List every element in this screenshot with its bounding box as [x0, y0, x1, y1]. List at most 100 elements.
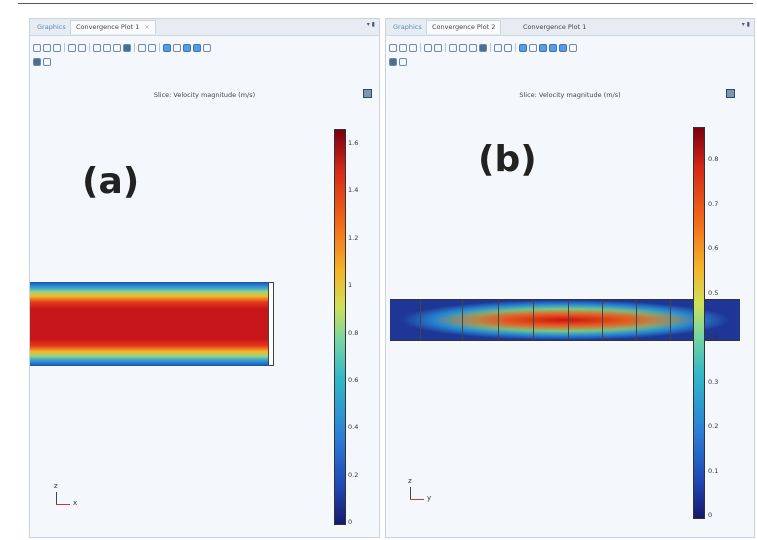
- transparency-icon[interactable]: [529, 43, 537, 52]
- zoom-extents-icon[interactable]: [424, 43, 432, 52]
- color-legend-tick: 0.4: [708, 333, 719, 341]
- axis-line-z: [410, 487, 411, 499]
- window-controls[interactable]: ▾ ▮: [366, 21, 375, 28]
- select-icon[interactable]: [519, 43, 527, 52]
- color-legend-tick: 1.4: [348, 186, 359, 195]
- view-icon[interactable]: [434, 43, 442, 52]
- zoom-in-icon[interactable]: [33, 43, 41, 52]
- print-icon[interactable]: [399, 57, 407, 66]
- toolbar-separator: [445, 43, 446, 52]
- axis-triad: z y: [406, 477, 446, 509]
- export-icon[interactable]: [363, 89, 372, 98]
- go-to-zx-icon[interactable]: [113, 43, 121, 52]
- tab-convergence-plot-2[interactable]: Convergence Plot 2: [426, 20, 502, 34]
- grid-icon[interactable]: [183, 43, 191, 52]
- view-icon[interactable]: [78, 43, 86, 52]
- layout-icon[interactable]: [193, 43, 201, 52]
- color-legend-tick: 0.5: [708, 288, 719, 297]
- zoom-box-icon[interactable]: [53, 43, 61, 52]
- axis-label-z: z: [54, 482, 58, 490]
- go-to-default-icon[interactable]: [479, 43, 487, 52]
- scene-light-icon[interactable]: [148, 43, 156, 52]
- top-rule: [18, 3, 753, 4]
- go-to-zx-icon[interactable]: [469, 43, 477, 52]
- graphics-toolbar-row-2: [32, 51, 52, 66]
- toolbar-separator: [134, 43, 135, 52]
- print-icon[interactable]: [43, 57, 51, 66]
- graphics-toolbar-row-2: [388, 51, 408, 66]
- tab-bar: Graphics Convergence Plot 2 Convergence …: [386, 19, 754, 36]
- mesh-line: [602, 300, 603, 340]
- window-controls[interactable]: ▾ ▮: [741, 21, 750, 28]
- toolbar-separator: [89, 43, 90, 52]
- more-icon[interactable]: [569, 43, 577, 52]
- toolbar-separator: [64, 43, 65, 52]
- axis-line-x: [56, 504, 70, 505]
- axis-line-z: [56, 492, 57, 504]
- axis-label-z: z: [408, 477, 412, 485]
- rotate-icon[interactable]: [494, 43, 502, 52]
- settings-icon[interactable]: [203, 43, 211, 52]
- close-icon[interactable]: ×: [144, 23, 150, 31]
- color-legend: [693, 127, 705, 519]
- zoom-in-icon[interactable]: [389, 43, 397, 52]
- color-legend-tick: 0.2: [348, 470, 359, 479]
- color-legend-tick: 0.2: [708, 422, 719, 430]
- go-to-xy-icon[interactable]: [449, 43, 457, 52]
- mesh-line: [636, 300, 637, 340]
- color-legend-tick: 1: [348, 281, 353, 290]
- export-icon[interactable]: [726, 89, 735, 98]
- color-legend-tick: 0.7: [708, 199, 719, 208]
- snapshot-icon[interactable]: [33, 57, 41, 66]
- zoom-extents-icon[interactable]: [68, 43, 76, 52]
- graphics-toolbar: [388, 37, 578, 52]
- zoom-out-icon[interactable]: [399, 43, 407, 52]
- mesh-line: [670, 300, 671, 340]
- color-legend-tick: 1.6: [348, 139, 359, 147]
- settings-icon[interactable]: [559, 43, 567, 52]
- panel-label: (a): [82, 161, 140, 202]
- toolbar-separator: [515, 43, 516, 52]
- color-legend-tick: 0.1: [708, 466, 719, 475]
- tab-bar: Graphics Convergence Plot 1 × ▾ ▮: [30, 19, 379, 36]
- mesh-line: [498, 300, 499, 340]
- color-legend-tick: 1.2: [348, 233, 359, 242]
- mesh-line: [462, 300, 463, 340]
- go-to-yz-icon[interactable]: [103, 43, 111, 52]
- tab-graphics[interactable]: Graphics: [393, 23, 422, 31]
- axis-line-y: [410, 499, 424, 500]
- plot-title: Slice: Velocity magnitude (m/s): [153, 91, 256, 99]
- zoom-out-icon[interactable]: [43, 43, 51, 52]
- scene-light-icon[interactable]: [504, 43, 512, 52]
- grid-icon[interactable]: [539, 43, 547, 52]
- go-to-xy-icon[interactable]: [93, 43, 101, 52]
- zoom-box-icon[interactable]: [409, 43, 417, 52]
- rotate-icon[interactable]: [138, 43, 146, 52]
- go-to-yz-icon[interactable]: [459, 43, 467, 52]
- layout-icon[interactable]: [549, 43, 557, 52]
- axis-label-y: y: [427, 494, 432, 502]
- velocity-field: [390, 300, 740, 340]
- color-legend-tick: 0.6: [348, 375, 359, 384]
- velocity-slice-plot: [390, 299, 740, 341]
- axis-label-x: x: [73, 499, 78, 507]
- color-legend-tick: 0.6: [708, 244, 719, 252]
- select-icon[interactable]: [163, 43, 171, 52]
- color-legend-tick: 0.8: [708, 155, 719, 163]
- color-legend-tick: 0.3: [708, 377, 719, 386]
- plot-title: Slice: Velocity magnitude (m/s): [519, 91, 621, 99]
- toolbar-separator: [490, 43, 491, 52]
- mesh-line: [568, 300, 569, 340]
- graphics-window-a: Graphics Convergence Plot 1 × ▾ ▮ Slice: …: [29, 18, 380, 538]
- velocity-slice-plot: [30, 282, 268, 366]
- snapshot-icon[interactable]: [389, 57, 397, 66]
- tab-convergence-plot-1[interactable]: Convergence Plot 1 ×: [70, 20, 156, 34]
- toolbar-separator: [420, 43, 421, 52]
- toolbar-separator: [159, 43, 160, 52]
- tab-graphics[interactable]: Graphics: [37, 23, 66, 31]
- panel-label: (b): [478, 139, 537, 180]
- mesh-line: [533, 300, 534, 340]
- tab-convergence-plot-1[interactable]: Convergence Plot 1: [523, 23, 587, 31]
- go-to-default-icon[interactable]: [123, 43, 131, 52]
- transparency-icon[interactable]: [173, 43, 181, 52]
